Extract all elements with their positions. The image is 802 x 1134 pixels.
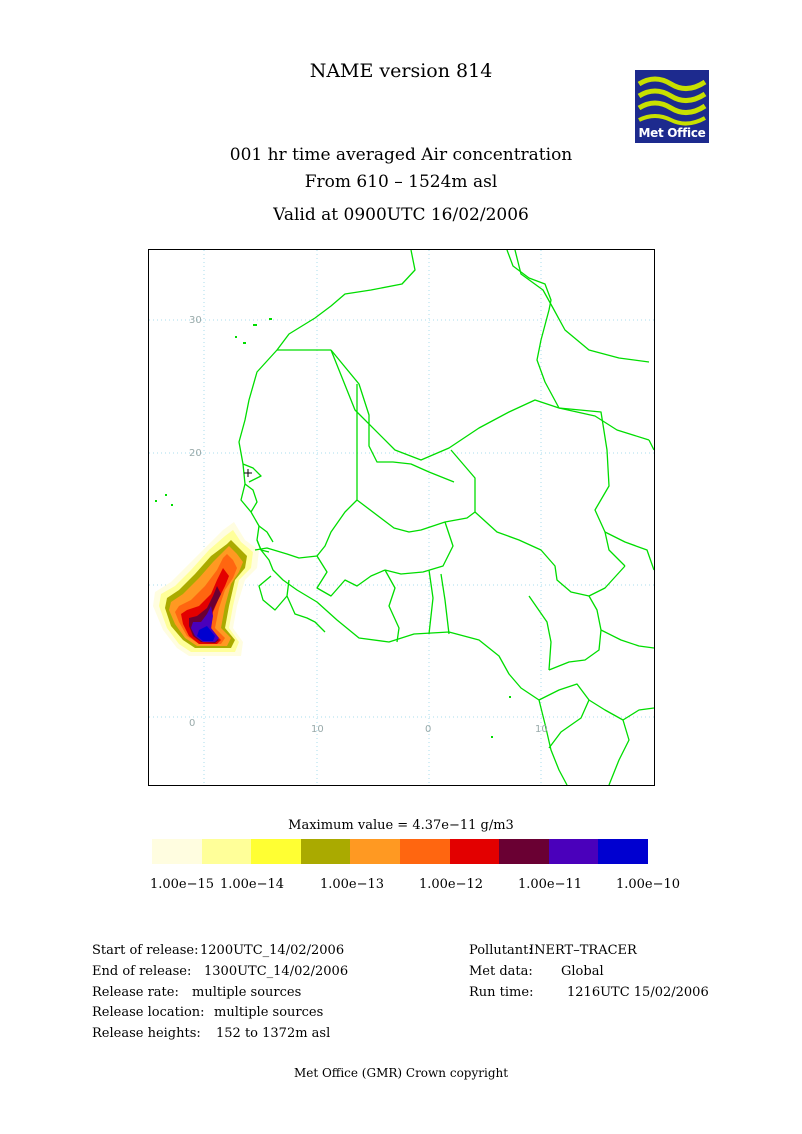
logo-wave-graphic [637,76,707,126]
colorbar-label: 1.00e−10 [615,877,681,892]
country-borders [238,250,654,785]
release-heights-value: 152 to 1372m asl [216,1026,331,1041]
map-panel: 30 20 0 10 0 10 [148,249,655,786]
pollutant-label: Pollutant: [469,943,533,958]
release-location-label: Release location: [92,1005,205,1020]
release-heights-label: Release heights: [92,1026,201,1041]
colorbar-cell [350,839,400,864]
pollutant-value: INERT–TRACER [529,943,637,958]
release-location-value: multiple sources [214,1005,324,1020]
colorbar-label: 1.00e−11 [517,877,583,892]
lon-label-10w: 10 [311,724,324,735]
colorbar-label: 1.00e−14 [219,877,285,892]
met-data-label: Met data: [469,964,533,979]
release-start-value: 1200UTC_14/02/2006 [200,943,345,958]
colorbar-label: 1.00e−15 [149,877,215,892]
lat-label-0: 0 [189,718,195,729]
maximum-value: Maximum value = 4.37e−11 g/m3 [288,818,514,833]
release-end-value: 1300UTC_14/02/2006 [204,964,349,979]
met-office-logo: Met Office [635,70,709,143]
colorbar-cell [548,839,599,864]
concentration-plume [153,522,259,656]
colorbar-cell [300,839,351,864]
release-rate-value: multiple sources [192,985,302,1000]
colorbar-cell [251,839,301,864]
islands [155,318,511,738]
subtitle-height-range: From 610 – 1524m asl [304,172,498,192]
plume-contour [197,626,215,641]
subtitle-averaging: 001 hr time averaged Air concentration [229,145,573,165]
release-end-label: End of release: [92,964,192,979]
colorbar-cell [152,839,202,864]
colorbar-cell [598,839,648,864]
colorbar-label: 1.00e−13 [319,877,385,892]
colorbar-cell [449,839,500,864]
run-time-label: Run time: [469,985,534,1000]
colorbar-label: 1.00e−12 [418,877,484,892]
lon-label-0: 0 [425,724,431,735]
chart-title: NAME version 814 [309,60,493,82]
colorbar [152,839,648,864]
source-marker [244,469,252,477]
lat-label-20: 20 [189,448,202,459]
lat-label-30: 30 [189,315,202,326]
colorbar-cell [201,839,252,864]
logo-text: Met Office [638,126,706,140]
colorbar-cell [399,839,450,864]
run-time-value: 1216UTC 15/02/2006 [567,985,709,1000]
met-data-value: Global [561,964,604,979]
footer-copyright: Met Office (GMR) Crown copyright [293,1066,509,1080]
colorbar-cell [499,839,549,864]
graticule [149,250,654,785]
subtitle-valid-time: Valid at 0900UTC 16/02/2006 [273,205,529,225]
release-start-label: Start of release: [92,943,199,958]
lon-label-10e: 10 [535,724,548,735]
release-rate-label: Release rate: [92,985,179,1000]
map-canvas: 30 20 0 10 0 10 [149,250,654,785]
